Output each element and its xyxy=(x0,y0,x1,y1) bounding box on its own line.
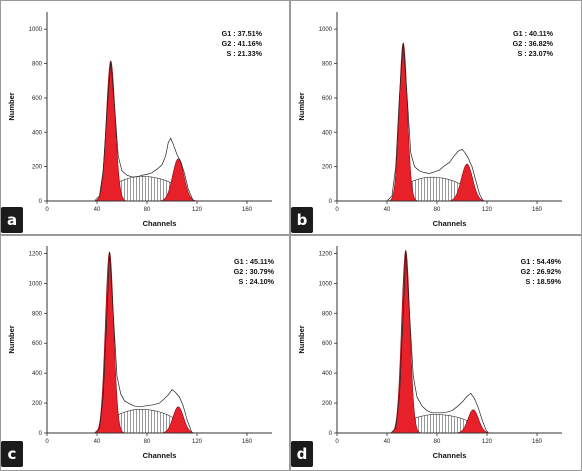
x-tick-label: 40 xyxy=(384,207,391,213)
x-tick-label: 160 xyxy=(532,207,543,213)
y-tick-label: 0 xyxy=(329,199,333,205)
x-axis-title: Channels xyxy=(433,219,467,228)
panel-letter: b xyxy=(297,211,308,229)
x-tick-label: 120 xyxy=(482,439,493,445)
y-tick-label: 400 xyxy=(32,371,43,377)
y-axis-title: Number xyxy=(297,325,306,353)
dna-histogram-outline xyxy=(94,60,194,202)
y-tick-label: 800 xyxy=(322,311,333,317)
y-tick-label: 1000 xyxy=(319,27,333,33)
x-tick-label: 120 xyxy=(192,439,203,445)
y-tick-label: 400 xyxy=(32,130,43,136)
panel-letter-badge: b xyxy=(291,207,313,233)
stat-g1: G1 : 40.11% xyxy=(513,29,554,38)
panel-letter-badge: d xyxy=(291,441,313,467)
x-tick-label: 80 xyxy=(434,207,441,213)
stat-g1: G1 : 54.49% xyxy=(521,257,562,266)
panel-letter-box xyxy=(291,441,313,467)
panel-letter: a xyxy=(7,211,17,229)
dna-histogram-outline xyxy=(386,42,484,202)
g1-peak xyxy=(95,251,124,434)
y-tick-label: 200 xyxy=(32,165,43,171)
x-tick-label: 40 xyxy=(94,439,101,445)
x-tick-label: 0 xyxy=(335,207,339,213)
g2-peak xyxy=(447,163,487,202)
stat-s: S : 21.33% xyxy=(226,49,262,58)
y-tick-label: 800 xyxy=(32,62,43,68)
y-tick-label: 200 xyxy=(322,401,333,407)
panel-letter-badge: a xyxy=(1,207,23,233)
panel-d: 0 200 400 600 800 1000 1200 0 40 80 120 160 Channels… xyxy=(290,235,582,471)
y-axis-title: Number xyxy=(7,325,16,353)
stat-s: S : 23.07% xyxy=(517,49,553,58)
panel-b: 0 200 400 600 800 1000 0 40 80 120 160 Channels Numb… xyxy=(290,0,582,235)
y-tick-label: 400 xyxy=(322,371,333,377)
panel-letter-box xyxy=(1,207,23,233)
x-axis-title: Channels xyxy=(143,219,177,228)
y-tick-label: 600 xyxy=(32,96,43,102)
stat-g1: G1 : 37.51% xyxy=(222,29,263,38)
y-tick-label: 1200 xyxy=(29,251,43,257)
g1-peak xyxy=(95,60,126,202)
y-tick-label: 600 xyxy=(322,96,333,102)
g1-peak xyxy=(389,42,418,202)
y-tick-label: 1000 xyxy=(29,281,43,287)
x-tick-label: 40 xyxy=(94,207,101,213)
y-axis-title: Number xyxy=(7,92,16,120)
x-tick-label: 0 xyxy=(45,207,49,213)
x-tick-label: 80 xyxy=(144,207,151,213)
g2-peak xyxy=(455,409,492,434)
x-tick-label: 0 xyxy=(335,439,339,445)
x-tick-label: 40 xyxy=(384,439,391,445)
panel-letter: c xyxy=(8,445,17,463)
stat-g1: G1 : 45.11% xyxy=(234,257,275,266)
x-tick-label: 160 xyxy=(242,207,253,213)
stat-g2: G2 : 41.16% xyxy=(222,39,263,48)
panel-a: 0 200 400 600 800 1000 0 40 80 120 160 Channels Numb… xyxy=(0,0,290,235)
y-tick-label: 0 xyxy=(329,431,333,437)
x-tick-label: 0 xyxy=(45,439,49,445)
y-tick-label: 600 xyxy=(32,341,43,347)
stat-g2: G2 : 30.79% xyxy=(234,267,275,276)
y-tick-label: 600 xyxy=(322,341,333,347)
panel-letter-box xyxy=(291,207,313,233)
stat-s: S : 18.59% xyxy=(525,277,561,286)
y-axis-title: Number xyxy=(297,92,306,120)
y-tick-label: 800 xyxy=(322,62,333,68)
x-axis-title: Channels xyxy=(433,451,467,460)
stat-g2: G2 : 26.92% xyxy=(521,267,562,276)
y-tick-label: 800 xyxy=(32,311,43,317)
dna-histogram-outline xyxy=(390,250,489,434)
x-axis-title: Channels xyxy=(143,451,177,460)
x-tick-label: 80 xyxy=(144,439,151,445)
x-tick-label: 80 xyxy=(434,439,441,445)
y-tick-label: 0 xyxy=(39,431,43,437)
y-tick-label: 400 xyxy=(322,130,333,136)
panel-letter: d xyxy=(297,445,308,463)
y-tick-label: 200 xyxy=(32,401,43,407)
y-tick-label: 1200 xyxy=(319,251,333,257)
stat-s: S : 24.10% xyxy=(238,277,274,286)
x-tick-label: 120 xyxy=(192,207,203,213)
panel-letter-badge: c xyxy=(1,441,23,467)
panel-letter-box xyxy=(1,441,23,467)
dna-histogram-outline xyxy=(94,251,193,434)
y-tick-label: 1000 xyxy=(29,27,43,33)
panel-c: 0 200 400 600 800 1000 1200 0 40 80 120 160 Channels… xyxy=(0,235,290,471)
g1-peak xyxy=(391,249,421,434)
x-tick-label: 160 xyxy=(242,439,253,445)
x-tick-label: 160 xyxy=(532,439,543,445)
stat-g2: G2 : 36.82% xyxy=(513,39,554,48)
x-tick-label: 120 xyxy=(482,207,493,213)
y-tick-label: 0 xyxy=(39,199,43,205)
y-tick-label: 200 xyxy=(322,165,333,171)
y-tick-label: 1000 xyxy=(319,281,333,287)
